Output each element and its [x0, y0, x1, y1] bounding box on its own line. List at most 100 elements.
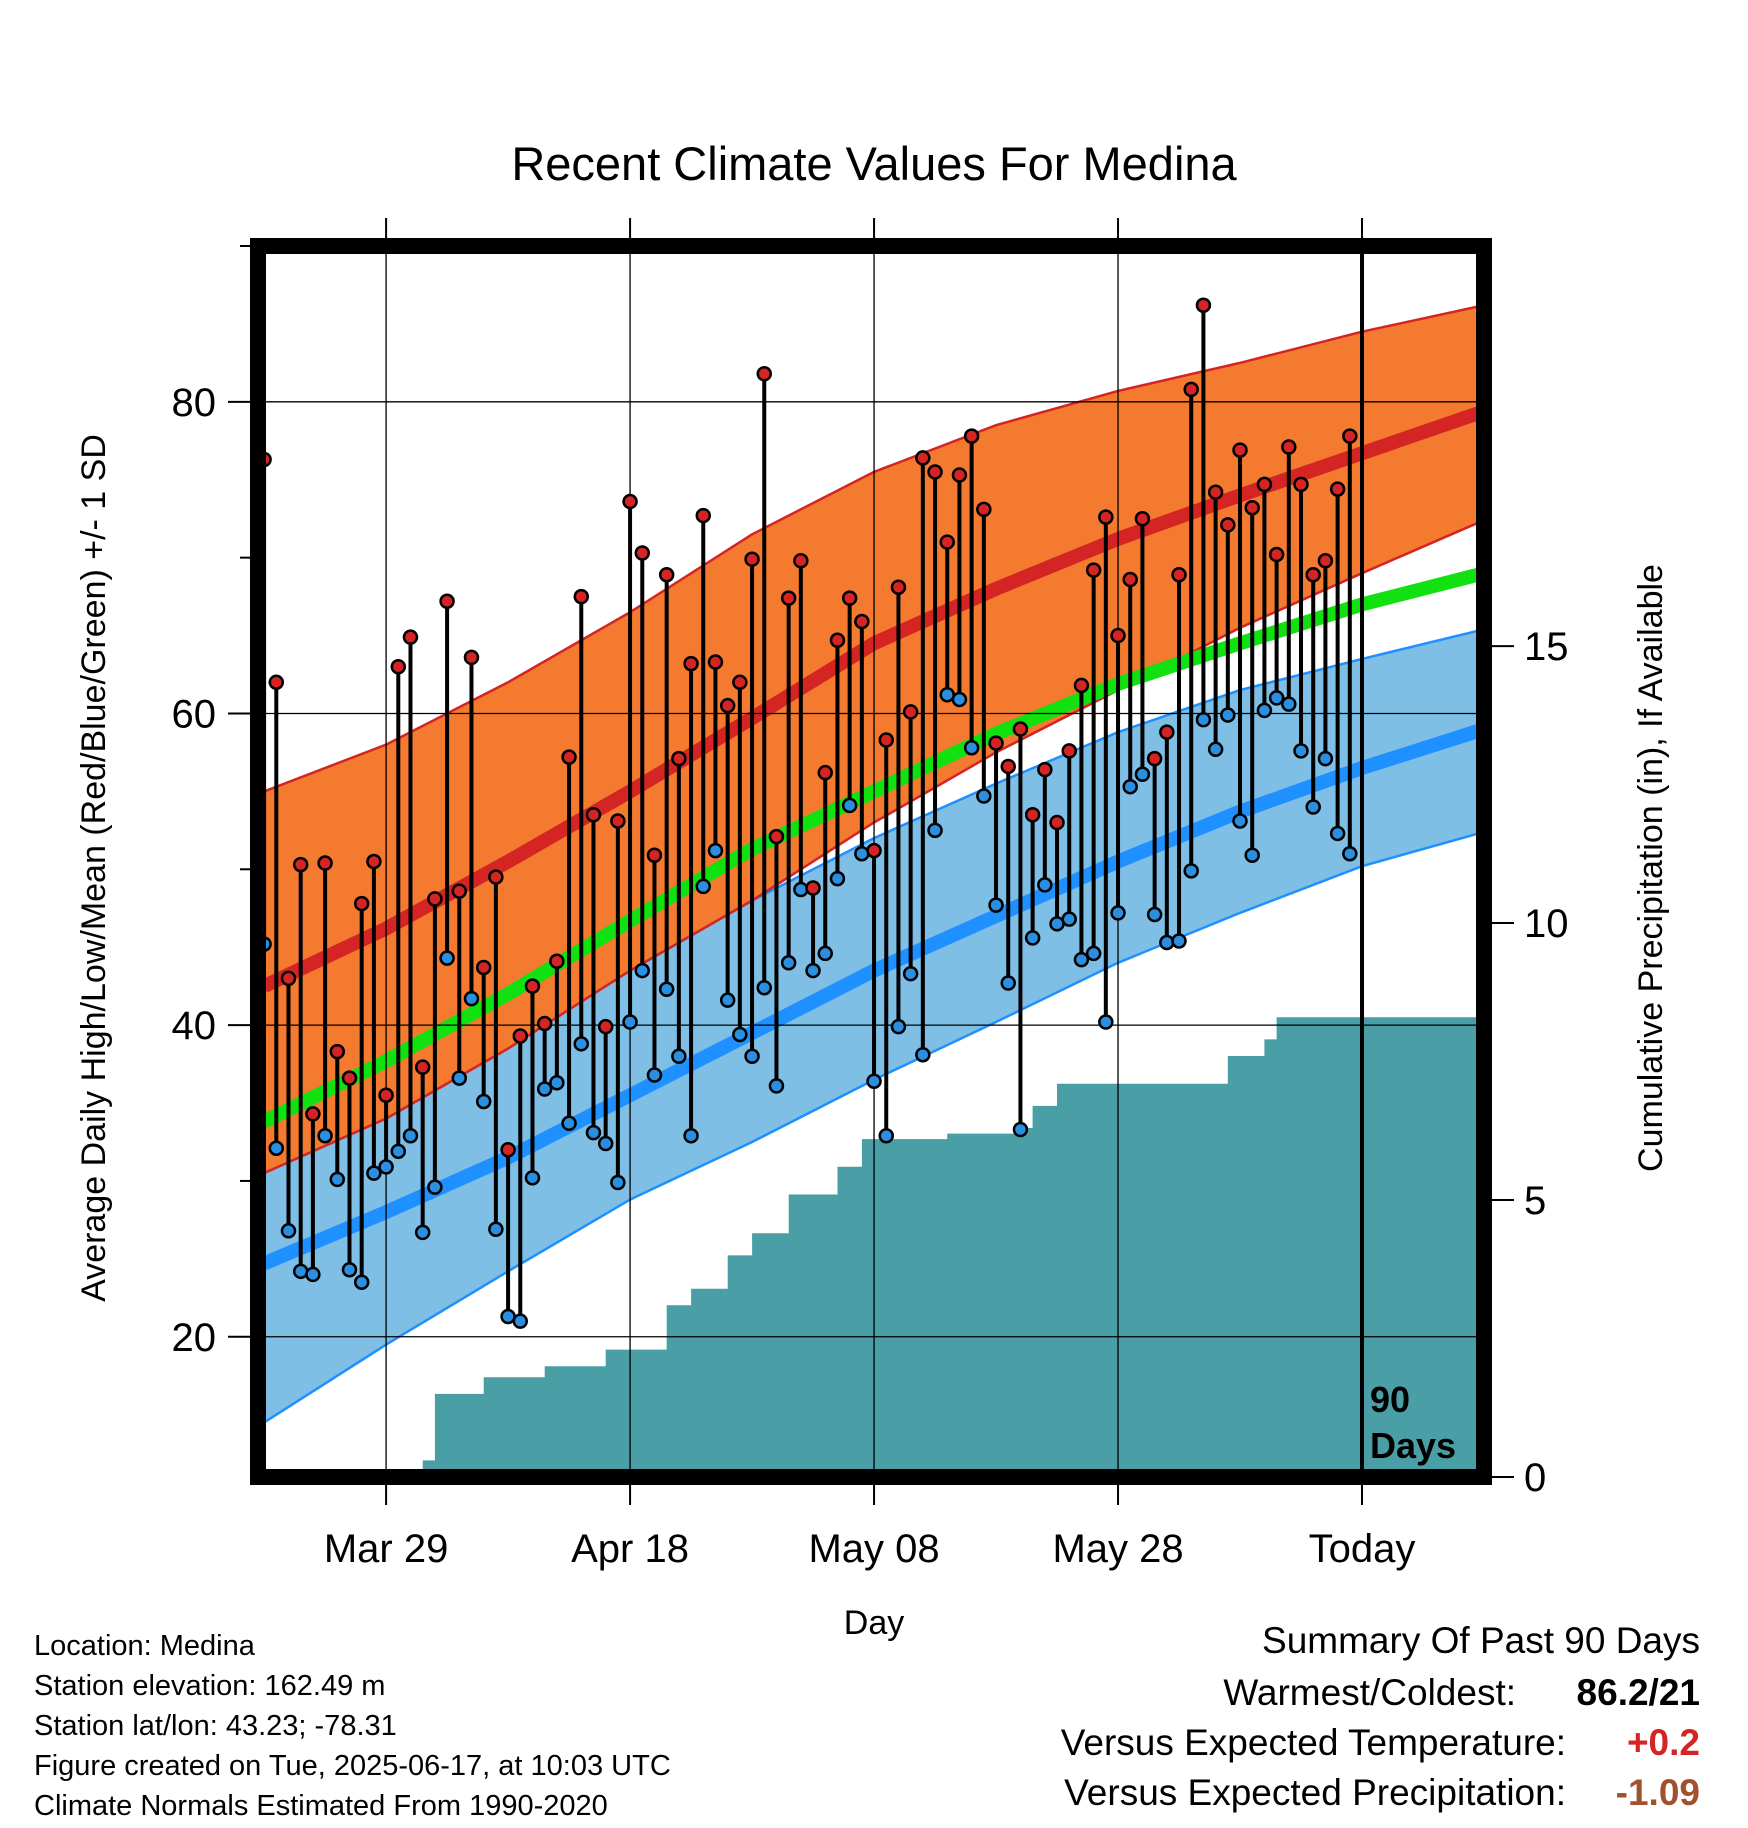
low-point	[280, 1223, 297, 1239]
high-point	[927, 464, 943, 480]
high-point	[402, 629, 419, 645]
high-point	[732, 674, 748, 691]
low-point	[866, 1073, 882, 1089]
y-axis-title: Average Daily High/Low/Mean (Red/Blue/Gr…	[75, 434, 113, 1302]
low-point	[1171, 933, 1187, 949]
low-point	[1232, 813, 1248, 829]
summary-precip-label: Versus Expected Precipitation:	[1064, 1772, 1566, 1813]
high-point	[854, 613, 870, 630]
y2-tick-label: 15	[1524, 625, 1569, 669]
high-point	[1317, 553, 1334, 569]
summary-warmest-value: 86.2/21	[1576, 1672, 1700, 1713]
low-point	[854, 845, 870, 862]
high-point	[658, 567, 675, 583]
low-point	[1244, 847, 1260, 864]
low-point	[1073, 951, 1090, 968]
low-point	[1342, 845, 1358, 862]
low-point	[1329, 825, 1346, 842]
high-point	[512, 1028, 529, 1044]
high-point	[976, 501, 992, 518]
low-point	[268, 1140, 285, 1156]
high-point	[1085, 562, 1102, 578]
high-point	[610, 813, 626, 829]
low-point	[329, 1171, 346, 1188]
high-point	[1000, 758, 1016, 775]
low-point	[597, 1135, 614, 1152]
low-point	[1183, 863, 1199, 879]
low-point	[1268, 690, 1285, 706]
high-point	[1098, 509, 1114, 525]
high-point	[439, 593, 455, 610]
low-point	[463, 990, 480, 1007]
high-point	[549, 953, 565, 969]
high-point	[390, 658, 407, 675]
low-point	[671, 1048, 687, 1065]
high-point	[683, 655, 699, 672]
y-tick-label: 60	[172, 692, 217, 736]
y2-axis-title: Cumulative Precipitation (in), If Availa…	[1632, 564, 1670, 1172]
high-point	[1195, 297, 1212, 313]
high-point	[915, 450, 931, 466]
high-point	[292, 856, 309, 873]
low-point	[292, 1263, 309, 1280]
high-point	[353, 895, 370, 912]
high-point	[366, 853, 382, 870]
high-point	[1268, 546, 1285, 563]
low-point	[1281, 696, 1297, 712]
high-point	[475, 959, 492, 976]
high-point	[744, 551, 760, 567]
high-point	[1183, 381, 1199, 398]
x-tick-label: May 08	[808, 1527, 939, 1571]
low-point	[317, 1127, 333, 1144]
low-point	[707, 842, 724, 859]
low-point	[1122, 778, 1138, 795]
low-point	[573, 1036, 590, 1052]
low-point	[1195, 711, 1212, 728]
high-point	[1232, 442, 1248, 458]
low-point	[829, 870, 846, 887]
y-tick-label: 40	[172, 1004, 217, 1048]
low-point	[305, 1266, 321, 1283]
high-point	[317, 855, 333, 871]
low-point	[341, 1262, 358, 1278]
high-point	[817, 764, 834, 781]
low-point	[488, 1221, 504, 1237]
low-point	[927, 822, 943, 839]
low-point	[915, 1046, 931, 1063]
x-tick-label: Mar 29	[324, 1527, 449, 1571]
high-point	[878, 732, 894, 748]
low-point	[963, 739, 980, 756]
low-point	[1256, 702, 1273, 719]
high-point	[780, 590, 797, 606]
high-point	[1220, 517, 1236, 533]
y2-tick-label: 0	[1524, 1456, 1546, 1500]
low-point	[1098, 1014, 1114, 1030]
high-point	[707, 654, 724, 670]
high-point	[500, 1142, 516, 1158]
high-point	[329, 1043, 346, 1060]
low-point	[695, 878, 712, 895]
low-point	[658, 981, 675, 998]
low-point	[475, 1093, 492, 1110]
low-point	[378, 1159, 394, 1175]
low-point	[610, 1174, 626, 1191]
high-point	[866, 842, 882, 859]
high-point	[1244, 500, 1260, 516]
low-point	[585, 1124, 602, 1141]
low-point	[683, 1127, 699, 1144]
low-point	[561, 1115, 577, 1132]
high-point	[951, 467, 968, 483]
high-point	[719, 697, 736, 714]
x-tick-label: May 28	[1052, 1527, 1183, 1571]
low-point	[1146, 906, 1163, 923]
high-point	[427, 891, 443, 907]
low-point	[390, 1143, 407, 1160]
high-point	[561, 749, 577, 765]
summary-temp-label: Versus Expected Temperature:	[1060, 1722, 1566, 1763]
high-point	[1110, 627, 1126, 644]
low-point	[976, 788, 992, 804]
low-point	[1220, 707, 1236, 723]
high-point	[963, 428, 980, 444]
high-point	[451, 883, 468, 899]
